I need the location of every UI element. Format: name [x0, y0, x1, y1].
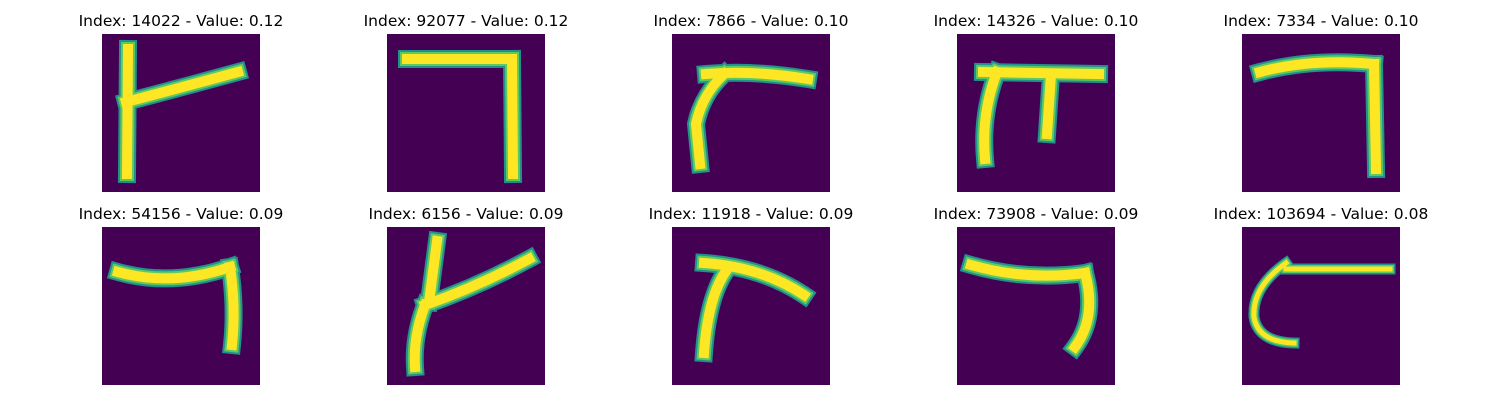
digit-image	[1242, 34, 1400, 192]
digit-image	[387, 227, 545, 385]
panel-5: Index: 7334 - Value: 0.10	[1171, 11, 1471, 201]
panel-title: Index: 7334 - Value: 0.10	[1223, 12, 1419, 30]
digit-image	[1242, 227, 1400, 385]
panel-title: Index: 92077 - Value: 0.12	[363, 12, 569, 30]
panel-title: Index: 14022 - Value: 0.12	[78, 12, 284, 30]
panel-4: Index: 14326 - Value: 0.10	[886, 11, 1186, 201]
digit-image	[387, 34, 545, 192]
panel-10: Index: 103694 - Value: 0.08	[1171, 204, 1471, 394]
panel-9: Index: 73908 - Value: 0.09	[886, 204, 1186, 394]
digit-image	[102, 227, 260, 385]
panel-title: Index: 14326 - Value: 0.10	[933, 12, 1139, 30]
panel-3: Index: 7866 - Value: 0.10	[601, 11, 901, 201]
digit-image	[672, 227, 830, 385]
digit-image	[102, 34, 260, 192]
panel-2: Index: 92077 - Value: 0.12	[316, 11, 616, 201]
panel-title: Index: 73908 - Value: 0.09	[933, 205, 1139, 223]
panel-1: Index: 14022 - Value: 0.12	[31, 11, 331, 201]
panel-title: Index: 11918 - Value: 0.09	[648, 205, 854, 223]
panel-6: Index: 54156 - Value: 0.09	[31, 204, 331, 394]
digit-image	[672, 34, 830, 192]
panel-7: Index: 6156 - Value: 0.09	[316, 204, 616, 394]
digit-image	[957, 227, 1115, 385]
panel-title: Index: 54156 - Value: 0.09	[78, 205, 284, 223]
panel-8: Index: 11918 - Value: 0.09	[601, 204, 901, 394]
panel-title: Index: 6156 - Value: 0.09	[368, 205, 564, 223]
digit-image	[957, 34, 1115, 192]
panel-title: Index: 7866 - Value: 0.10	[653, 12, 849, 30]
panel-title: Index: 103694 - Value: 0.08	[1213, 205, 1429, 223]
